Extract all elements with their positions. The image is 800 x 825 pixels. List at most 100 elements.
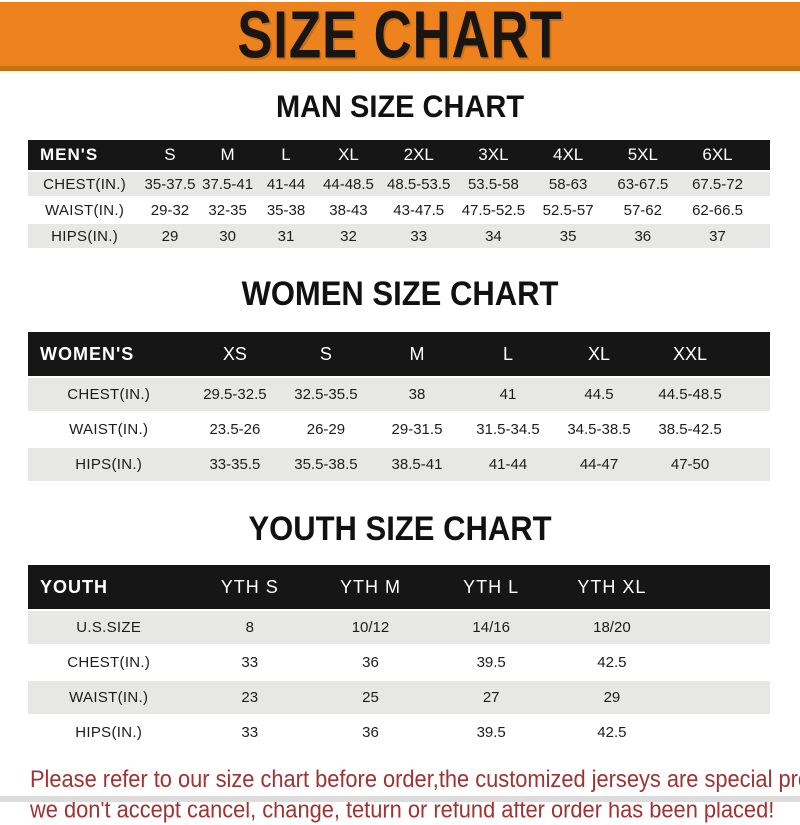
size-value-cell: 34	[456, 224, 531, 248]
spacer-cell	[672, 681, 770, 714]
size-value-cell: 38.5-42.5	[658, 421, 722, 438]
size-column-header: 2XL	[381, 140, 457, 170]
size-value-cell: 32	[315, 224, 382, 248]
youth-size-table: YOUTH YTH S YTH M YTH L YTH XL U.S.SIZE 8 10/12…	[28, 563, 770, 751]
table-row: HIPS(IN.) 29 30 31 32 33 34 35 36 37	[28, 224, 770, 248]
spacer-cell	[754, 172, 770, 196]
size-column-header: YTH M	[310, 565, 431, 609]
row-label: CHEST(IN.)	[28, 378, 190, 411]
men-size-table: MEN'S S M L XL 2XL 3XL 4XL 5XL 6XL CHEST(IN.) 35-37…	[28, 138, 770, 250]
row-label: WAIST(IN.)	[28, 681, 190, 714]
table-header-label: WOMEN'S	[28, 332, 190, 376]
size-value-cell: 31	[256, 224, 316, 248]
banner-title: SIZE CHART	[237, 0, 563, 72]
row-label: CHEST(IN.)	[67, 654, 151, 671]
spacer-cell	[755, 198, 770, 222]
size-value-cell: 41-44	[256, 172, 316, 196]
size-value-cell: 53.5-58	[456, 172, 531, 196]
youth-size-heading: YOUTH SIZE CHART	[248, 509, 552, 548]
spacer-cell	[735, 332, 770, 376]
size-band-row: YOUTH YTH S YTH M YTH L YTH XL	[28, 565, 770, 609]
size-column-header: S	[141, 140, 199, 170]
spacer-cell	[736, 413, 770, 446]
size-value-cell: 10/12	[310, 611, 431, 644]
size-value-cell: 44-48.5	[315, 172, 382, 196]
size-column-header: XXL	[644, 332, 736, 376]
table-row: CHEST(IN.) 33 36 39.5 42.5	[28, 646, 770, 679]
size-value-cell: 35-38	[266, 201, 306, 219]
size-column-header: YTH XL	[551, 565, 673, 609]
table-row: WAIST(IN.) 23.5-26 26-29 29-31.5 31.5-34.5 34…	[28, 413, 770, 446]
table-row: HIPS(IN.) 33 36 39.5 42.5	[28, 716, 770, 749]
size-column-header: S	[280, 332, 372, 376]
size-band-row: MEN'S S M L XL 2XL 3XL 4XL 5XL 6XL	[28, 140, 770, 170]
row-label: WAIST(IN.)	[69, 421, 149, 438]
size-value-cell: 29	[551, 681, 673, 714]
table-header-label: MEN'S	[28, 140, 142, 170]
size-value-cell: 8	[189, 611, 311, 644]
size-value-cell: 32-35	[208, 201, 247, 219]
bottom-strip	[0, 796, 800, 802]
size-value-cell: 44.5	[553, 378, 645, 411]
row-label: U.S.SIZE	[28, 611, 190, 644]
size-value-cell: 33	[241, 724, 259, 741]
size-column-header: 6XL	[680, 140, 755, 170]
spacer-cell	[735, 378, 770, 411]
spacer-cell	[735, 448, 770, 481]
row-label: HIPS(IN.)	[28, 448, 190, 481]
size-value-cell: 29-32	[150, 201, 190, 219]
size-column-header: XL	[553, 332, 645, 376]
women-size-section: WOMEN SIZE CHART WOMEN'S XS S M L XL XXL CHEST(…	[0, 274, 800, 483]
man-size-heading: MAN SIZE CHART	[275, 89, 525, 125]
size-value-cell: 25	[310, 681, 431, 714]
size-value-cell: 30	[198, 224, 257, 248]
size-value-cell: 37	[680, 224, 755, 248]
size-value-cell: 35.5-38.5	[280, 448, 372, 481]
size-value-cell: 29	[141, 224, 199, 248]
size-column-header: L	[256, 140, 316, 170]
size-column-header: M	[198, 140, 257, 170]
spacer-cell	[672, 716, 770, 749]
size-value-cell: 42.5	[597, 724, 627, 741]
spacer-cell	[754, 140, 770, 170]
table-row: WAIST(IN.) 23 25 27 29	[28, 681, 770, 714]
size-value-cell: 52.5-57	[542, 201, 594, 219]
spacer-cell	[672, 646, 770, 679]
size-column-header: M	[371, 332, 463, 376]
table-row: CHEST(IN.) 35-37.5 37.5-41 41-44 44-48.5 48.5…	[28, 172, 770, 196]
spacer-cell	[672, 611, 770, 644]
table-row: CHEST(IN.) 29.5-32.5 32.5-35.5 38 41 44.5 44.5…	[28, 378, 770, 411]
table-header-label: YOUTH	[28, 565, 190, 609]
women-size-table: WOMEN'S XS S M L XL XXL CHEST(IN.) 29.5-32.5 32.5…	[28, 330, 770, 483]
row-label: HIPS(IN.)	[75, 724, 143, 741]
size-value-cell: 42.5	[597, 654, 627, 671]
women-size-heading: WOMEN SIZE CHART	[241, 274, 559, 313]
size-value-cell: 41	[462, 378, 554, 411]
size-value-cell: 23.5-26	[209, 421, 261, 438]
size-value-cell: 33	[381, 224, 457, 248]
row-label: WAIST(IN.)	[45, 201, 125, 219]
size-value-cell: 27	[430, 681, 552, 714]
row-label: HIPS(IN.)	[28, 224, 142, 248]
size-value-cell: 18/20	[551, 611, 673, 644]
size-value-cell: 47.5-52.5	[461, 201, 526, 219]
size-value-cell: 44-47	[553, 448, 645, 481]
youth-size-section: YOUTH SIZE CHART YOUTH YTH S YTH M YTH L YTH…	[0, 509, 800, 751]
spacer-cell	[754, 224, 770, 248]
size-value-cell: 37.5-41	[198, 172, 257, 196]
size-value-cell: 31.5-34.5	[476, 421, 540, 438]
size-value-cell: 63-67.5	[605, 172, 681, 196]
row-label: CHEST(IN.)	[28, 172, 142, 196]
size-value-cell: 39.5	[476, 654, 506, 671]
size-value-cell: 23	[189, 681, 311, 714]
size-value-cell: 14/16	[430, 611, 552, 644]
man-size-section: MAN SIZE CHART MEN'S S M L XL 2XL 3XL 4XL 5XL 6XL…	[0, 89, 800, 250]
size-band-row: WOMEN'S XS S M L XL XXL	[28, 332, 770, 376]
size-value-cell: 34.5-38.5	[567, 421, 631, 438]
size-value-cell: 67.5-72	[680, 172, 755, 196]
spacer-cell	[672, 565, 770, 609]
size-value-cell: 35	[530, 224, 606, 248]
size-column-header: 5XL	[605, 140, 681, 170]
size-column-header: XS	[189, 332, 281, 376]
size-value-cell: 41-44	[462, 448, 554, 481]
